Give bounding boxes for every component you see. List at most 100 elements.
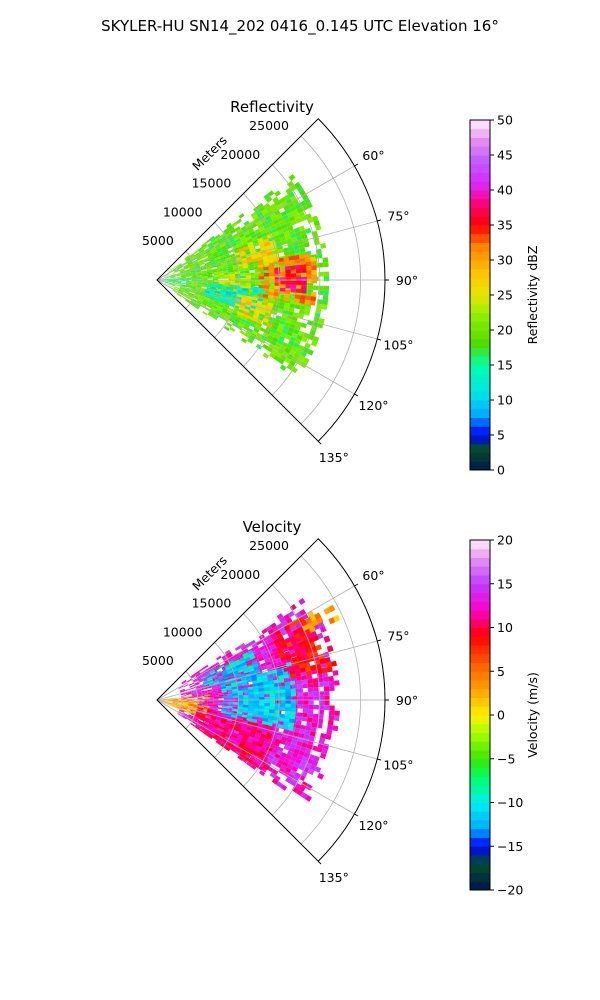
echo-cell [248, 694, 254, 698]
echo-cell [277, 746, 284, 753]
echo-cell [268, 269, 275, 273]
angle-tick-label: 135° [319, 450, 349, 465]
echo-cell [188, 292, 195, 296]
colorbar-tick-label: 10 [497, 393, 513, 408]
echo-cell [272, 336, 279, 343]
echo-cell [283, 674, 290, 679]
echo-cell [199, 262, 205, 266]
echo-cell [212, 736, 219, 741]
echo-cell [167, 700, 173, 701]
echo-cell [241, 664, 248, 669]
echo-cell [276, 623, 284, 630]
echo-cell [221, 715, 228, 719]
echo-cell [214, 280, 220, 283]
sector-frame [156, 538, 386, 862]
echo-cell [213, 679, 219, 683]
echo-cell [294, 772, 301, 779]
echo-cell [205, 249, 211, 254]
echo-cell [307, 349, 314, 356]
echo-cell [187, 261, 193, 265]
echo-cell [207, 242, 213, 247]
echo-cell [254, 731, 261, 737]
echo-cell [217, 707, 224, 710]
echo-cell [213, 674, 220, 679]
echo-cell [284, 681, 291, 686]
echo-cell [226, 687, 232, 691]
echo-cell [288, 350, 296, 357]
echo-cell [304, 342, 311, 349]
echo-cell [288, 730, 295, 736]
echo-cell [284, 321, 291, 328]
echo-cell [191, 272, 197, 275]
echo-cell [189, 684, 195, 688]
colorbar-segment [470, 732, 490, 742]
colorbar-tick-label: 35 [497, 218, 513, 233]
echo-cell [231, 221, 238, 227]
echo-cell [191, 275, 197, 278]
echo-cell [239, 275, 245, 279]
echo-cell [292, 342, 300, 349]
echo-cell [323, 636, 331, 643]
angular-gridline [156, 279, 355, 395]
echo-cell [284, 293, 290, 298]
echo-cell [279, 640, 287, 646]
echo-cell [238, 268, 245, 272]
echo-cell [207, 678, 213, 682]
echo-cell [162, 278, 168, 280]
echo-cell [215, 670, 222, 675]
echo-cell [303, 643, 311, 650]
echo-cell [273, 321, 280, 327]
echo-cell [204, 295, 210, 299]
echo-cell [241, 297, 248, 301]
echo-cell [254, 309, 261, 314]
echo-cell [224, 284, 230, 287]
echo-cell [311, 265, 317, 271]
echo-cell [164, 282, 170, 285]
echo-cell [221, 690, 227, 693]
echo-cell [203, 259, 210, 263]
echo-cell [191, 720, 197, 725]
echo-cell [227, 224, 234, 230]
echo-cell [310, 256, 316, 262]
echo-cell [285, 696, 291, 700]
echo-cell [296, 676, 302, 681]
echo-cell [194, 304, 200, 309]
echo-cell [207, 707, 213, 710]
echo-cell [268, 754, 275, 760]
colorbar-segment [470, 146, 490, 156]
echo-cell [252, 645, 259, 651]
echo-cell [258, 739, 264, 745]
echo-cell [300, 724, 307, 730]
angle-tick-label: 90° [396, 693, 418, 708]
echo-cell [185, 274, 192, 277]
echo-cell [248, 667, 255, 673]
echo-cell [279, 706, 286, 711]
echo-cell [176, 707, 182, 711]
echo-cell [270, 203, 277, 210]
echo-cell [280, 764, 287, 771]
echo-cell [294, 298, 300, 303]
echo-cell [303, 700, 309, 705]
echo-cell [268, 726, 274, 731]
echo-cell [296, 789, 304, 796]
echo-cell [242, 667, 249, 672]
echo-cell [251, 255, 258, 260]
echo-cell [212, 725, 218, 730]
echo-cell [237, 242, 244, 248]
echo-cell [221, 705, 228, 708]
echo-cell [290, 707, 296, 712]
echo-cell [218, 298, 224, 303]
echo-cell [273, 333, 281, 340]
echo-cell [289, 604, 297, 611]
echo-cell [240, 273, 246, 276]
echo-cell [246, 301, 252, 305]
echo-cell [290, 319, 297, 325]
radial-tick-label: 15000 [192, 176, 232, 191]
echo-cell [311, 270, 317, 275]
echo-cell [231, 722, 237, 726]
echo-cell [177, 263, 182, 268]
echo-cell [291, 786, 299, 794]
echo-cell [164, 275, 170, 278]
echo-cell [264, 657, 271, 663]
echo-cell [228, 269, 234, 273]
